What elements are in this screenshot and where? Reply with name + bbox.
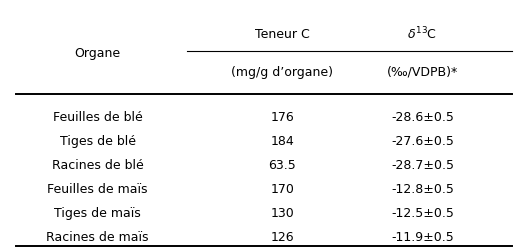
Text: Feuilles de blé: Feuilles de blé	[53, 111, 143, 124]
Text: Tiges de maïs: Tiges de maïs	[54, 206, 141, 219]
Text: -12.5±0.5: -12.5±0.5	[391, 206, 454, 219]
Text: -11.9±0.5: -11.9±0.5	[391, 230, 454, 243]
Text: 176: 176	[271, 111, 294, 124]
Text: (mg/g d’organe): (mg/g d’organe)	[231, 65, 334, 78]
Text: Organe: Organe	[74, 46, 121, 59]
Text: 126: 126	[271, 230, 294, 243]
Text: 130: 130	[271, 206, 294, 219]
Text: 170: 170	[270, 182, 295, 196]
Text: 63.5: 63.5	[269, 159, 296, 172]
Text: -28.7±0.5: -28.7±0.5	[391, 159, 454, 172]
Text: (‰/VDPB)*: (‰/VDPB)*	[387, 65, 458, 78]
Text: Tiges de blé: Tiges de blé	[60, 135, 136, 148]
Text: -28.6±0.5: -28.6±0.5	[391, 111, 454, 124]
Text: -12.8±0.5: -12.8±0.5	[391, 182, 454, 196]
Text: -27.6±0.5: -27.6±0.5	[391, 135, 454, 148]
Text: Teneur C: Teneur C	[255, 27, 310, 41]
Text: Racines de blé: Racines de blé	[52, 159, 144, 172]
Text: Racines de maïs: Racines de maïs	[46, 230, 149, 243]
Text: $\delta^{13}$C: $\delta^{13}$C	[407, 26, 438, 42]
Text: 184: 184	[271, 135, 294, 148]
Text: Feuilles de maïs: Feuilles de maïs	[48, 182, 148, 196]
